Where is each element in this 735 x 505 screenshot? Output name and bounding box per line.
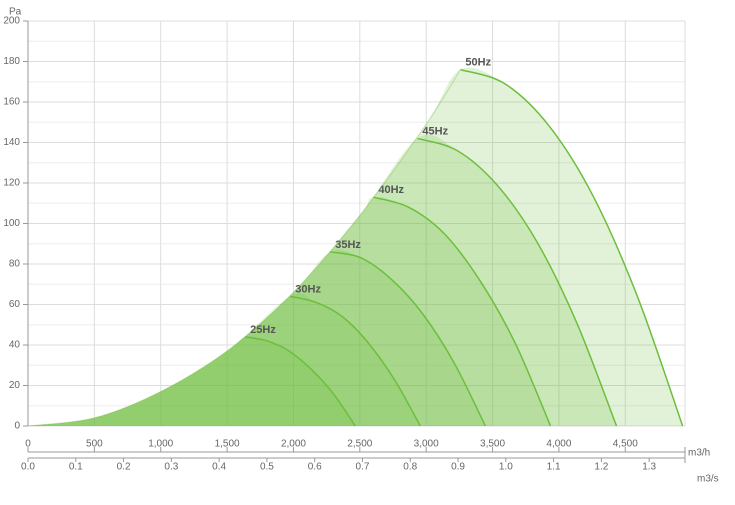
x2-axis-label: m3/s xyxy=(697,474,719,485)
boundary-curve xyxy=(27,69,461,427)
x-tick-label: 2,000 xyxy=(281,439,306,450)
fan-curve xyxy=(245,336,356,427)
fan-curve xyxy=(330,251,487,427)
area-fill xyxy=(28,336,356,426)
x2-tick-label: 1.0 xyxy=(499,462,513,473)
x2-tick-label: 0.0 xyxy=(21,462,35,473)
x-tick-label: 3,000 xyxy=(414,439,439,450)
curve-label: 50Hz xyxy=(465,57,491,69)
y-axis-label: Pa xyxy=(9,7,22,18)
y-tick-label: 200 xyxy=(3,16,20,27)
y-tick-label: 160 xyxy=(3,97,20,108)
curve-label: 35Hz xyxy=(335,239,361,251)
x2-tick-label: 0.7 xyxy=(356,462,370,473)
x2-tick-label: 0.5 xyxy=(260,462,274,473)
y-tick-label: 100 xyxy=(3,218,20,229)
y-tick-label: 120 xyxy=(3,178,20,189)
x-tick-label: 1,000 xyxy=(148,439,173,450)
y-tick-label: 80 xyxy=(9,259,21,270)
x2-tick-label: 0.4 xyxy=(212,462,226,473)
y-tick-label: 40 xyxy=(9,340,21,351)
fan-curve xyxy=(290,295,421,427)
x2-tick-label: 1.2 xyxy=(594,462,608,473)
x2-tick-label: 0.8 xyxy=(403,462,417,473)
x2-tick-label: 1.3 xyxy=(642,462,656,473)
curve-label: 30Hz xyxy=(295,283,321,295)
y-tick-label: 0 xyxy=(14,421,20,432)
area-fill xyxy=(28,293,421,426)
curve-label: 40Hz xyxy=(378,184,404,196)
area-fill xyxy=(28,249,486,426)
y-tick-label: 140 xyxy=(3,137,20,148)
x-tick-label: 3,500 xyxy=(480,439,505,450)
fan-curve xyxy=(373,196,552,427)
x2-tick-label: 1.1 xyxy=(547,462,561,473)
x-tick-label: 2,500 xyxy=(347,439,372,450)
x-tick-label: 4,500 xyxy=(613,439,638,450)
x-tick-label: 1,500 xyxy=(215,439,240,450)
x-tick-label: 4,000 xyxy=(546,439,571,450)
y-tick-label: 180 xyxy=(3,56,20,67)
area-fill xyxy=(28,67,683,427)
x-tick-label: 0 xyxy=(25,439,31,450)
x-axis-label: m3/h xyxy=(688,448,710,459)
x-tick-label: 500 xyxy=(86,439,103,450)
area-fill xyxy=(28,196,551,426)
x2-tick-label: 0.1 xyxy=(69,462,83,473)
fan-curve xyxy=(460,68,684,427)
curve-label: 45Hz xyxy=(422,125,448,137)
x2-tick-label: 0.2 xyxy=(117,462,131,473)
y-tick-label: 60 xyxy=(9,299,21,310)
x2-tick-label: 0.9 xyxy=(451,462,465,473)
x2-tick-label: 0.6 xyxy=(308,462,322,473)
area-fill xyxy=(28,134,617,426)
y-tick-label: 20 xyxy=(9,380,21,391)
x2-tick-label: 0.3 xyxy=(164,462,178,473)
curve-label: 25Hz xyxy=(250,324,276,336)
fan-curve xyxy=(417,137,618,427)
